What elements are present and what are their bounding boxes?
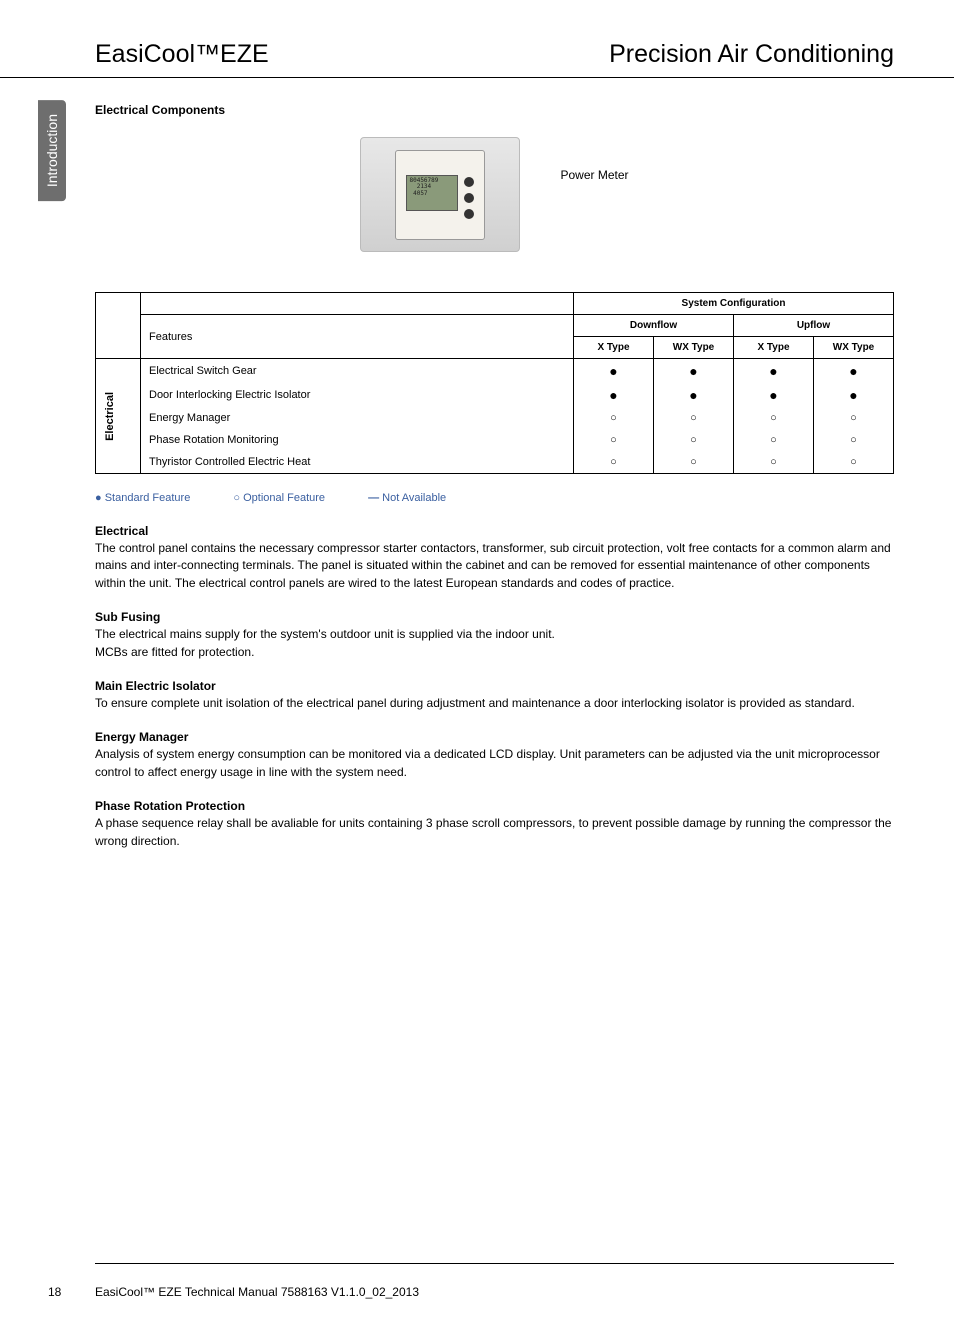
feature-label: Electrical Switch Gear [141,359,574,384]
legend-optional: ○ Optional Feature [233,492,325,504]
feature-val: ● [654,383,734,407]
body-block: Sub Fusing The electrical mains supply fo… [95,610,894,661]
body-sections: Electrical The control panel contains the… [95,524,894,850]
legend-na: — Not Available [368,492,446,504]
body-heading: Electrical [95,524,894,538]
body-block: Phase Rotation Protection A phase sequenc… [95,799,894,850]
feature-val: ● [814,359,894,384]
body-heading: Main Electric Isolator [95,679,894,693]
product-name: EasiCool™EZE [95,40,269,69]
legend-na-text: Not Available [382,492,446,504]
feature-val: ○ [734,451,814,474]
feature-val: ○ [654,451,734,474]
feature-val: ● [574,359,654,384]
page-number: 18 [48,1285,95,1299]
body-block: Main Electric Isolator To ensure complete… [95,679,894,712]
upflow-header: Upflow [734,315,894,337]
downflow-header: Downflow [574,315,734,337]
body-heading: Sub Fusing [95,610,894,624]
legend-optional-text: Optional Feature [243,492,325,504]
feature-label: Door Interlocking Electric Isolator [141,383,574,407]
meter-screen: 80456789 2134 4057 [406,175,458,211]
footer-text: EasiCool™ EZE Technical Manual 7588163 V… [95,1285,419,1299]
body-text: The control panel contains the necessary… [95,540,894,592]
body-text: Analysis of system energy consumption ca… [95,746,894,781]
section-heading: Electrical Components [95,103,894,117]
meter-button [464,177,474,187]
body-heading: Phase Rotation Protection [95,799,894,813]
power-meter-image: 80456789 2134 4057 [360,137,520,252]
figure-row: 80456789 2134 4057 Power Meter [95,137,894,252]
feature-val: ○ [814,407,894,429]
feature-val: ● [734,383,814,407]
doc-title: Precision Air Conditioning [609,40,894,69]
feature-val: ● [814,383,894,407]
body-text: To ensure complete unit isolation of the… [95,695,894,712]
feature-val: ○ [734,429,814,451]
feature-val: ○ [654,407,734,429]
legend: ● Standard Feature ○ Optional Feature — … [95,492,894,504]
body-text: The electrical mains supply for the syst… [95,626,894,661]
body-heading: Energy Manager [95,730,894,744]
legend-standard-text: Standard Feature [105,492,191,504]
side-tab: Introduction [38,100,66,201]
body-block: Electrical The control panel contains the… [95,524,894,592]
content: Electrical Components 80456789 2134 4057… [0,78,954,850]
meter-button [464,193,474,203]
image-caption: Power Meter [560,168,628,182]
col-wxtype: WX Type [654,337,734,359]
meter-button [464,209,474,219]
feature-val: ○ [574,429,654,451]
body-text: A phase sequence relay shall be avaliabl… [95,815,894,850]
category-label: Electrical [104,392,132,441]
feature-val: ● [654,359,734,384]
features-label: Features [141,315,574,359]
feature-val: ○ [574,451,654,474]
feature-val: ○ [574,407,654,429]
feature-val: ○ [814,451,894,474]
page-header: EasiCool™EZE Precision Air Conditioning [0,0,954,78]
feature-label: Energy Manager [141,407,574,429]
feature-label: Thyristor Controlled Electric Heat [141,451,574,474]
col-xtype: X Type [574,337,654,359]
col-wxtype: WX Type [814,337,894,359]
feature-val: ○ [814,429,894,451]
feature-label: Phase Rotation Monitoring [141,429,574,451]
feature-val: ○ [654,429,734,451]
footer: 18 EasiCool™ EZE Technical Manual 758816… [0,1285,954,1299]
feature-val: ● [574,383,654,407]
config-table: System Configuration Features Downflow U… [95,292,894,474]
footer-rule [95,1263,894,1264]
col-xtype: X Type [734,337,814,359]
legend-standard: ● Standard Feature [95,492,190,504]
feature-val: ○ [734,407,814,429]
feature-val: ● [734,359,814,384]
body-block: Energy Manager Analysis of system energy … [95,730,894,781]
syscfg-header: System Configuration [574,293,894,315]
